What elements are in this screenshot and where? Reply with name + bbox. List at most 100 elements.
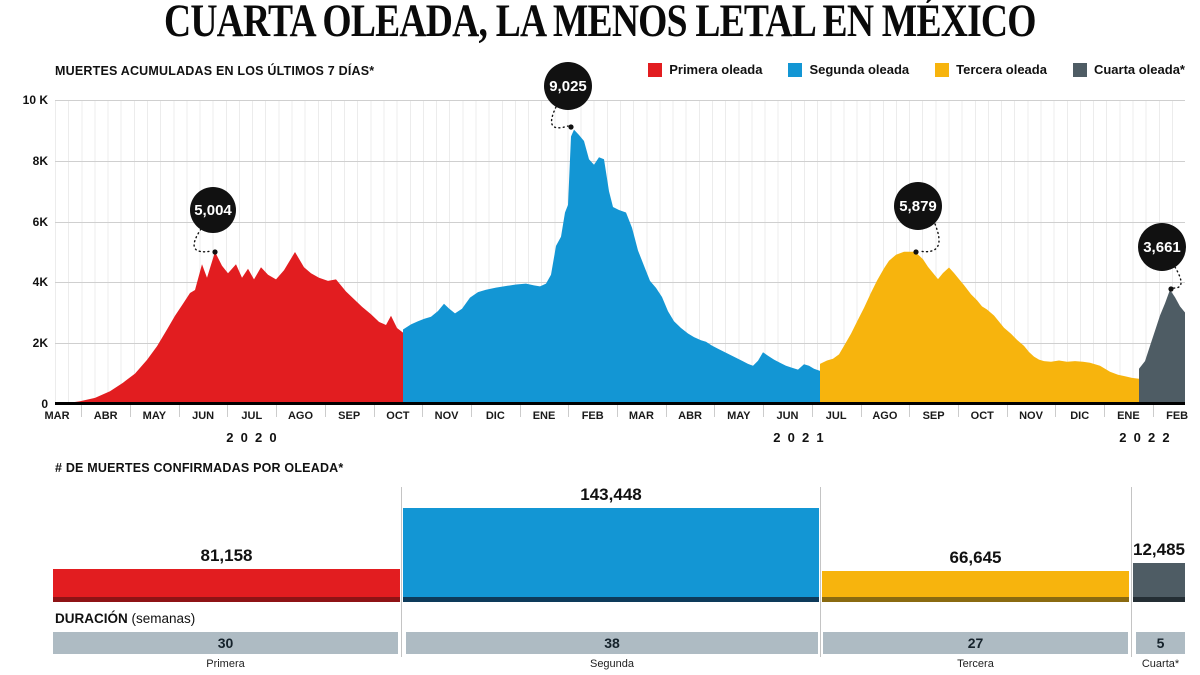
y-tick-label: 0 — [41, 397, 48, 411]
wave-area-cuarta — [1139, 289, 1185, 404]
duration-wave-label: Segunda — [589, 658, 635, 670]
total-bar-tercera — [822, 571, 1129, 602]
month-label: AGO — [872, 410, 898, 422]
month-label: JUL — [825, 410, 847, 422]
total-bar-value: 143,448 — [580, 485, 642, 504]
month-tick — [130, 405, 132, 417]
duration-wave-label: Tercera — [957, 658, 994, 670]
total-bar-segunda — [403, 508, 819, 602]
page-title: CUARTA OLEADA, LA MENOS LETAL EN MÉXICO — [0, 0, 1200, 48]
legend-label: Cuarta oleada* — [1093, 62, 1185, 77]
month-tick — [470, 405, 472, 417]
month-tick — [714, 405, 716, 417]
month-label: MAY — [727, 410, 751, 422]
month-label: FEB — [1166, 410, 1189, 422]
year-label: 2020 — [226, 430, 284, 445]
y-tick-label: 10 K — [22, 93, 48, 107]
month-tick — [422, 405, 424, 417]
callout-peak-dot — [212, 249, 218, 255]
month-tick — [519, 405, 521, 417]
callout-bubble — [894, 182, 942, 230]
legend-item: Tercera oleada — [935, 62, 1047, 77]
duration-bar-tercera: 27 — [823, 632, 1128, 654]
month-label: DIC — [485, 410, 505, 422]
year-label: 2022 — [1119, 430, 1177, 445]
wave-area-tercera — [820, 251, 1139, 404]
total-bar-value: 81,158 — [200, 546, 253, 565]
legend-swatch-icon — [648, 62, 663, 77]
month-label: NOV — [1019, 410, 1043, 422]
month-tick — [665, 405, 667, 417]
callout-connector — [1172, 266, 1182, 289]
month-tick — [324, 405, 326, 417]
gridline-horizontal — [55, 100, 1185, 101]
legend-item: Primera oleada — [648, 62, 762, 77]
callout-bubble — [1138, 223, 1186, 271]
callout-value: 9,025 — [549, 78, 587, 95]
legend-item: Cuarta oleada* — [1072, 62, 1185, 77]
area-chart-title: MUERTES ACUMULADAS EN LOS ÚLTIMOS 7 DÍAS… — [55, 64, 375, 78]
month-label: ABR — [678, 410, 703, 422]
month-tick — [909, 405, 911, 417]
month-label: FEB — [581, 410, 604, 422]
callout-bubble — [190, 187, 236, 233]
month-label: JUN — [776, 410, 799, 422]
totals-section-title: # DE MUERTES CONFIRMADAS POR OLEADA* — [55, 461, 344, 475]
callout-peak-dot — [1168, 286, 1174, 292]
month-tick — [860, 405, 862, 417]
callout-peak-dot — [568, 124, 574, 130]
month-tick — [81, 405, 83, 417]
gridline-horizontal — [55, 160, 1185, 162]
duration-bar-primera: 30 — [53, 632, 398, 654]
legend-swatch-icon — [935, 62, 950, 77]
legend-label: Segunda oleada — [809, 62, 910, 77]
legend-label: Primera oleada — [669, 62, 763, 77]
legend-swatch-icon — [788, 62, 803, 77]
duration-bar-segunda: 38 — [406, 632, 818, 654]
month-label: ENE — [532, 410, 556, 422]
month-tick — [763, 405, 765, 417]
duration-title-bold: DURACIÓN — [55, 611, 128, 626]
y-tick-label: 4K — [32, 275, 48, 290]
month-tick — [1152, 405, 1154, 417]
month-label: SEP — [338, 410, 361, 422]
month-tick — [276, 405, 278, 417]
legend-label: Tercera oleada — [956, 62, 1047, 77]
month-label: NOV — [434, 410, 459, 422]
month-label: SEP — [922, 410, 945, 422]
callout-connector — [550, 106, 569, 129]
month-tick — [617, 405, 619, 417]
legend-swatch-icon — [1072, 62, 1087, 77]
month-tick — [227, 405, 229, 417]
x-axis-line — [55, 402, 1185, 405]
section-divider-line — [401, 487, 402, 657]
callout-value: 3,661 — [1143, 239, 1181, 256]
y-tick-label: 8K — [32, 153, 48, 168]
total-bar-cuarta — [1133, 563, 1185, 602]
callout-connector — [193, 228, 213, 253]
area-chart-plot: 5,004 9,025 5,879 3,661 — [55, 62, 1186, 404]
callout-peak-dot — [913, 249, 919, 255]
duration-wave-label: Primera — [206, 658, 245, 670]
y-tick-label: 6K — [32, 214, 48, 229]
month-label: JUN — [192, 410, 215, 422]
month-label: MAR — [44, 410, 70, 422]
callout-value: 5,879 — [899, 198, 937, 215]
month-tick — [1055, 405, 1057, 417]
wave-area-segunda — [403, 129, 820, 404]
duration-wave-label: Cuarta* — [1141, 658, 1180, 670]
month-tick — [1006, 405, 1008, 417]
callout-bubble — [544, 62, 592, 110]
legend: Primera oleada Segunda oleada Tercera olea… — [648, 62, 1185, 77]
wave-areas-svg: 5,004 9,025 5,879 3,661 — [55, 62, 1186, 404]
total-bar-value: 12,485 — [1133, 540, 1185, 559]
legend-item: Segunda oleada — [788, 62, 909, 77]
total-bar-value: 66,645 — [949, 548, 1002, 567]
section-divider-line — [820, 487, 821, 657]
total-bar-primera — [53, 569, 400, 602]
month-label: OCT — [386, 410, 410, 422]
duration-section-title: DURACIÓN (semanas) — [55, 611, 195, 626]
page-title-text: CUARTA OLEADA, LA MENOS LETAL EN MÉXICO — [164, 0, 1037, 47]
month-label: JUL — [241, 410, 263, 422]
